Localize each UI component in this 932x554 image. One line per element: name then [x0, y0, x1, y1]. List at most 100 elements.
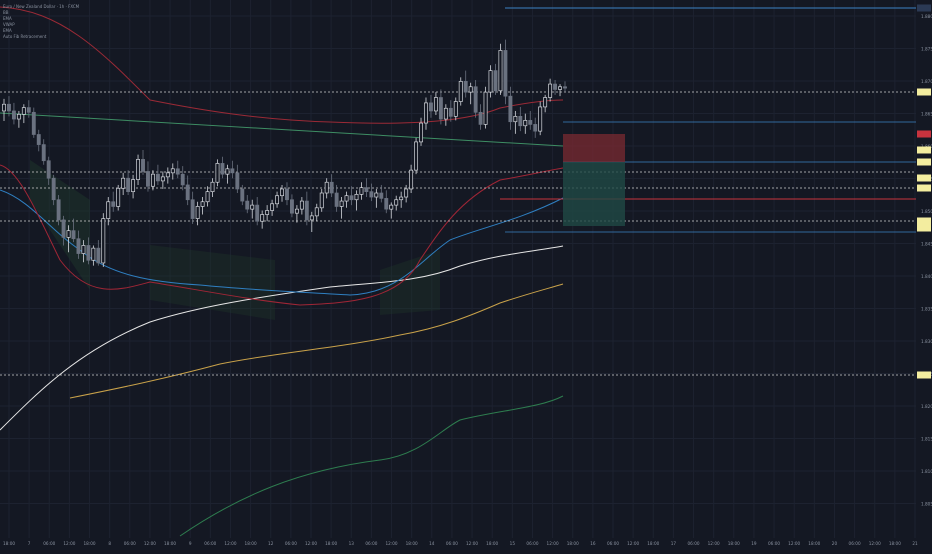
candle-body: [458, 81, 463, 102]
cloud-area: [380, 250, 440, 315]
candle-body: [414, 141, 419, 171]
x-tick-label: 18:00: [83, 541, 95, 546]
candle-body: [280, 188, 284, 197]
stop-loss-zone: [563, 134, 625, 162]
y-tick-label: 1.8350: [921, 307, 932, 312]
legend-item: EMA: [3, 28, 12, 33]
candle-body: [81, 245, 86, 254]
x-tick-label: 06:00: [204, 541, 216, 546]
candle-body: [513, 115, 518, 123]
y-tick-label: 1.8400: [921, 274, 932, 279]
candle-body: [324, 181, 329, 194]
cloud-area: [30, 160, 90, 290]
candle-body: [553, 83, 558, 90]
y-tick-label: 1.8100: [921, 469, 932, 474]
candle-body: [215, 163, 220, 183]
candle-body: [523, 120, 528, 127]
x-tick-label: 12:00: [144, 541, 156, 546]
candle-body: [61, 219, 66, 238]
candle-body: [379, 192, 384, 199]
legend-item: BB: [3, 10, 9, 15]
candle-body: [424, 102, 428, 124]
legend-item: EMA: [3, 16, 12, 21]
candle-body: [146, 171, 150, 187]
candle-body: [71, 230, 76, 240]
candle-body: [31, 111, 36, 135]
y-tick-label: 1.8800: [921, 14, 932, 19]
candle-body: [334, 192, 339, 207]
candle-body: [101, 218, 106, 264]
price-tag: [917, 158, 931, 166]
diagonal-green-line: [0, 112, 564, 147]
legend-item: Auto Fib Retracement: [3, 34, 47, 39]
candle-body: [91, 247, 96, 261]
candle-body: [265, 210, 270, 215]
ema-green-line: [179, 395, 564, 537]
candle-body: [453, 101, 458, 117]
candle-body: [180, 173, 185, 186]
candle-body: [478, 111, 483, 125]
candle-body: [225, 168, 230, 175]
price-tag: [917, 217, 931, 225]
candle-body: [448, 107, 453, 117]
candle-body: [160, 176, 165, 182]
x-tick-label: 12:00: [708, 541, 720, 546]
candle-body: [354, 194, 359, 201]
candle-body: [26, 107, 31, 113]
x-tick-label: 06:00: [607, 541, 619, 546]
candle-body: [250, 204, 255, 210]
candle-body: [304, 200, 309, 221]
x-tick-label: 18:00: [3, 541, 15, 546]
y-tick-label: 1.8700: [921, 79, 932, 84]
candle-body: [21, 107, 26, 115]
candle-body: [433, 97, 438, 112]
candle-body: [558, 86, 562, 90]
candle-body: [240, 188, 245, 202]
candle-body: [46, 160, 51, 179]
price-tag: [917, 130, 931, 138]
price-tag: [917, 184, 931, 192]
x-tick-label: 7: [28, 541, 31, 546]
candle-body: [41, 144, 46, 162]
x-tick-label: 20: [832, 541, 838, 546]
candle-body: [136, 159, 140, 180]
candle-body: [205, 191, 210, 203]
y-tick-label: 1.8200: [921, 404, 932, 409]
x-tick-label: 12:00: [869, 541, 881, 546]
candle-body: [329, 181, 334, 194]
legend: Euro / New Zealand Dollar · 1h · FXCM BB…: [3, 4, 79, 40]
x-tick-label: 15: [510, 541, 516, 546]
candle-body: [543, 97, 548, 108]
candle-body: [528, 120, 533, 125]
x-tick-label: 21: [912, 541, 918, 546]
x-tick-label: 17: [671, 541, 677, 546]
price-tag: [917, 224, 931, 232]
candle-body: [220, 163, 225, 175]
x-tick-label: 18:00: [325, 541, 337, 546]
candle-body: [126, 177, 131, 193]
x-tick-label: 06:00: [365, 541, 377, 546]
x-tick-label: 14: [429, 541, 435, 546]
x-tick-label: 12:00: [627, 541, 639, 546]
x-tick-label: 12:00: [224, 541, 236, 546]
candle-body: [344, 195, 349, 202]
candle-body: [16, 113, 21, 120]
candle-body: [339, 200, 344, 207]
candle-body: [175, 168, 180, 175]
x-tick-label: 18:00: [164, 541, 176, 546]
candle-body: [106, 201, 111, 219]
candle-body: [299, 200, 304, 210]
candle-body: [399, 196, 404, 201]
candle-body: [563, 86, 567, 89]
candle-body: [66, 230, 71, 238]
candle-body: [245, 200, 250, 210]
candle-body: [419, 122, 423, 143]
candle-body: [86, 245, 91, 261]
x-tick-label: 18:00: [245, 541, 257, 546]
take-profit-zone: [563, 162, 625, 226]
x-tick-label: 12:00: [63, 541, 75, 546]
y-tick-label: 1.8150: [921, 437, 932, 442]
legend-item: VWAP: [3, 22, 15, 27]
candle-body: [185, 184, 190, 201]
